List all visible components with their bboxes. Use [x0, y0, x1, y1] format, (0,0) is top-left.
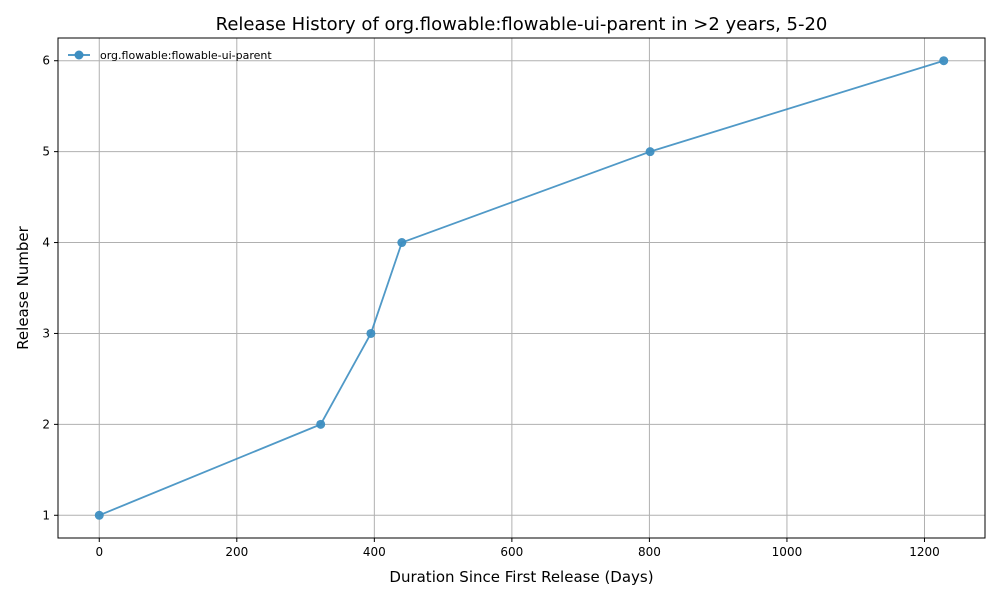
y-tick-label: 5 — [42, 145, 50, 159]
ticks-layer: 0 200 400 600 800 1000 1200 1 2 3 4 5 6 — [42, 54, 939, 559]
grid-layer — [58, 38, 985, 538]
x-tick-label: 600 — [500, 545, 523, 559]
data-point — [366, 328, 376, 338]
legend: org.flowable:flowable-ui-parent — [68, 49, 272, 62]
chart-title: Release History of org.flowable:flowable… — [216, 14, 828, 35]
x-tick-label: 1200 — [909, 545, 940, 559]
y-tick-label: 3 — [42, 326, 50, 340]
x-tick-label: 1000 — [772, 545, 803, 559]
y-axis-label: Release Number — [14, 225, 32, 349]
data-point — [397, 238, 407, 248]
y-tick-label: 2 — [42, 417, 50, 431]
series-layer — [94, 56, 949, 520]
x-tick-label: 0 — [95, 545, 103, 559]
y-tick-label: 1 — [42, 508, 50, 522]
x-axis-label: Duration Since First Release (Days) — [389, 568, 653, 586]
legend-entry-label: org.flowable:flowable-ui-parent — [100, 49, 272, 62]
data-point — [645, 147, 655, 157]
data-point — [94, 510, 104, 520]
data-point — [316, 419, 326, 429]
legend-marker-swatch — [74, 50, 84, 60]
x-tick-label: 200 — [225, 545, 248, 559]
y-tick-label: 6 — [42, 54, 50, 68]
y-tick-label: 4 — [42, 236, 50, 250]
series-line — [98, 59, 945, 517]
data-point — [939, 56, 949, 66]
plot-frame — [57, 37, 986, 539]
x-tick-label: 800 — [638, 545, 661, 559]
x-tick-label: 400 — [363, 545, 386, 559]
